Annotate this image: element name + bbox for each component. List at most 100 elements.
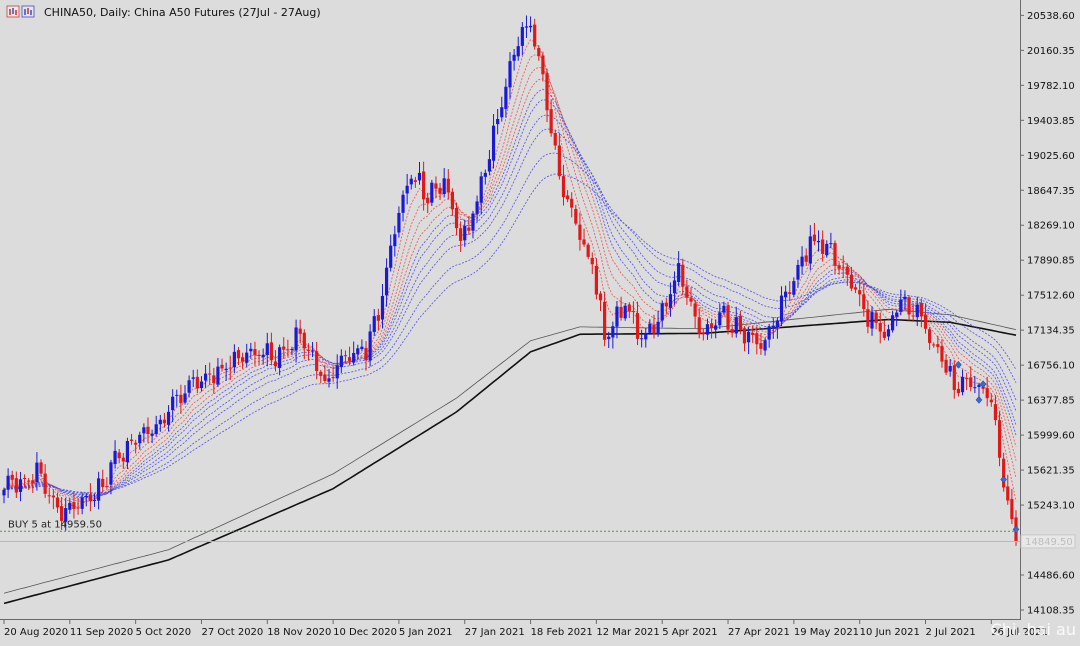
x-tick-label: 20 Aug 2020 bbox=[4, 627, 68, 638]
candle bbox=[232, 351, 236, 368]
candle bbox=[323, 374, 327, 381]
candle bbox=[697, 317, 701, 335]
candle bbox=[273, 361, 278, 367]
candle bbox=[380, 295, 385, 320]
candle bbox=[220, 364, 224, 369]
candle bbox=[582, 239, 586, 245]
title-bar: CHINA50, Daily: China A50 Futures (27Jul… bbox=[6, 5, 321, 19]
candle bbox=[459, 228, 463, 241]
candle bbox=[611, 326, 615, 338]
candle bbox=[241, 357, 245, 362]
candle bbox=[450, 191, 455, 210]
candle bbox=[475, 201, 479, 214]
candle bbox=[825, 243, 829, 256]
y-tick-label: 19782.10 bbox=[1027, 81, 1075, 92]
y-tick-label: 15999.60 bbox=[1027, 431, 1075, 442]
candle bbox=[422, 171, 426, 200]
ema-line-8 bbox=[3, 54, 1017, 505]
candle bbox=[561, 176, 566, 198]
candle bbox=[660, 303, 664, 321]
candle bbox=[245, 352, 249, 363]
candle bbox=[195, 376, 199, 389]
candle bbox=[113, 450, 117, 465]
candle bbox=[467, 227, 471, 231]
candle bbox=[278, 347, 282, 368]
candle bbox=[940, 345, 944, 362]
candle bbox=[331, 377, 335, 379]
candle bbox=[117, 452, 121, 459]
candle bbox=[504, 86, 508, 109]
candle bbox=[833, 243, 837, 266]
candle bbox=[47, 495, 51, 497]
candle bbox=[969, 377, 973, 388]
candle bbox=[936, 344, 940, 347]
candle bbox=[55, 497, 60, 508]
candle bbox=[199, 381, 204, 389]
x-tick-label: 5 Apr 2021 bbox=[662, 627, 717, 638]
candle bbox=[714, 325, 718, 330]
candle bbox=[397, 212, 401, 233]
x-tick-label: 19 May 2021 bbox=[794, 627, 859, 638]
candle bbox=[528, 25, 533, 28]
candle bbox=[701, 332, 705, 335]
candle bbox=[335, 365, 339, 379]
candle bbox=[788, 292, 792, 294]
y-tick-label: 18647.35 bbox=[1027, 186, 1075, 197]
candle bbox=[249, 348, 253, 352]
candle bbox=[134, 442, 138, 445]
candle bbox=[664, 302, 668, 307]
current-price-label: 14849.50 bbox=[1025, 537, 1073, 548]
candle bbox=[175, 394, 179, 396]
candle bbox=[960, 377, 965, 393]
candle bbox=[142, 427, 146, 434]
candle bbox=[282, 346, 286, 350]
x-tick-label: 5 Jan 2021 bbox=[399, 627, 453, 638]
candle bbox=[648, 323, 652, 333]
candle bbox=[18, 479, 23, 492]
candle bbox=[179, 394, 183, 404]
candle bbox=[68, 502, 72, 510]
x-tick-label: 26 Jul 2021 bbox=[991, 627, 1048, 638]
y-tick-label: 19025.60 bbox=[1027, 151, 1075, 162]
candle bbox=[565, 195, 570, 200]
candle bbox=[640, 338, 644, 340]
candle bbox=[730, 329, 734, 333]
candle bbox=[463, 225, 467, 241]
candle bbox=[890, 315, 895, 331]
candle bbox=[51, 495, 55, 498]
order-label: BUY 5 at 14959.50 bbox=[8, 519, 102, 530]
candle bbox=[734, 317, 738, 334]
candle bbox=[866, 309, 870, 327]
candle bbox=[417, 172, 422, 181]
candle bbox=[166, 411, 171, 425]
candle bbox=[767, 326, 771, 340]
candle bbox=[631, 310, 636, 312]
candle bbox=[212, 375, 216, 383]
candle bbox=[742, 328, 747, 344]
window-icon[interactable] bbox=[6, 5, 20, 18]
x-tick-label: 18 Nov 2020 bbox=[267, 627, 331, 638]
ema-line-11 bbox=[3, 66, 1017, 502]
candle bbox=[709, 323, 714, 329]
candle bbox=[389, 245, 393, 268]
y-tick-label: 17890.85 bbox=[1027, 256, 1075, 267]
candle bbox=[446, 178, 450, 193]
candle bbox=[183, 393, 187, 403]
candle bbox=[208, 373, 212, 375]
candle bbox=[384, 267, 389, 296]
candle bbox=[479, 176, 483, 203]
candle bbox=[726, 305, 730, 330]
candle bbox=[821, 239, 825, 254]
trade-marker-icon bbox=[979, 380, 987, 389]
candle bbox=[508, 61, 512, 88]
candle bbox=[121, 457, 125, 462]
candle bbox=[537, 48, 541, 57]
y-tick-label: 19403.85 bbox=[1027, 116, 1075, 127]
x-tick-label: 18 Feb 2021 bbox=[531, 627, 593, 638]
candle bbox=[290, 348, 294, 350]
candle bbox=[882, 331, 886, 338]
candle bbox=[878, 322, 882, 332]
window-icon[interactable] bbox=[21, 5, 35, 18]
candle bbox=[125, 441, 130, 463]
